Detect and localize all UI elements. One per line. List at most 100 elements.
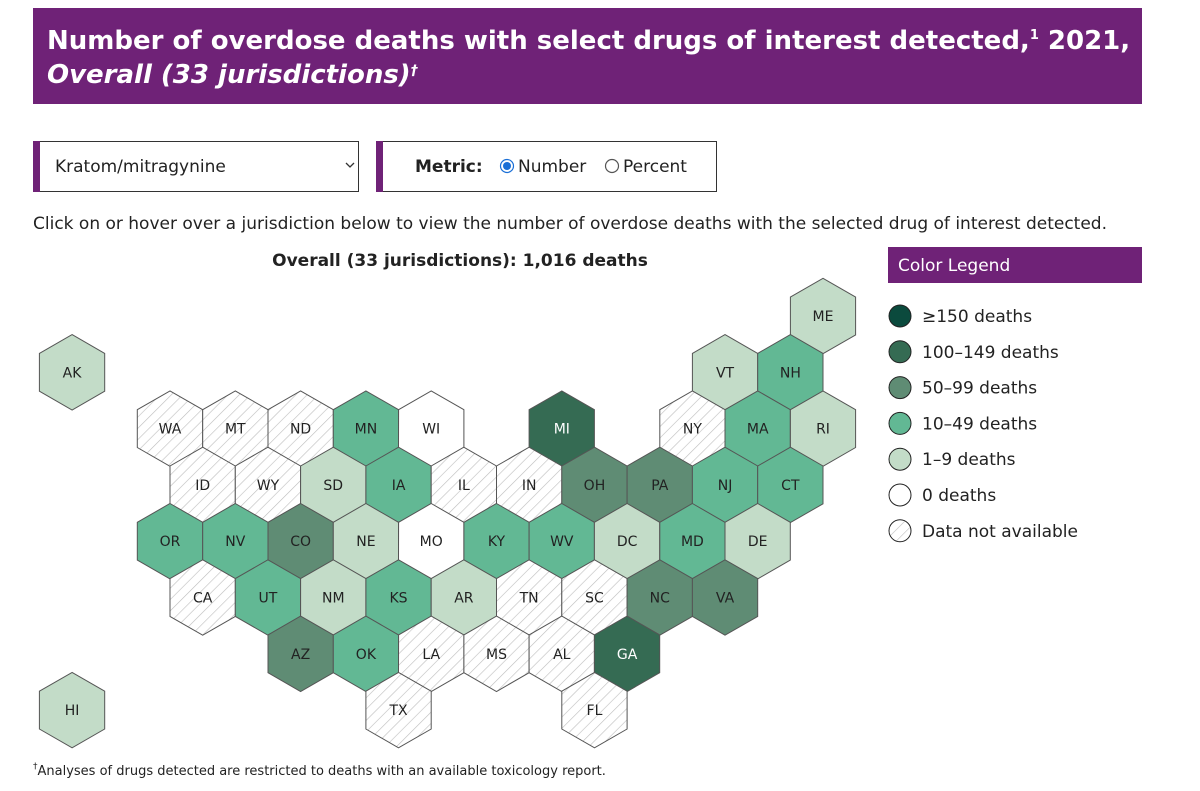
- state-tile[interactable]: KS: [365, 559, 432, 636]
- radio[interactable]: [604, 158, 620, 174]
- state-tile[interactable]: NH: [757, 334, 824, 411]
- state-label[interactable]: NY: [683, 422, 702, 438]
- state-label[interactable]: NE: [356, 534, 375, 550]
- title: Number of overdose deaths with select dr…: [47, 26, 1130, 56]
- state-label[interactable]: MI: [554, 422, 570, 438]
- state-tile[interactable]: WV: [528, 502, 595, 580]
- state-label[interactable]: IN: [522, 478, 537, 494]
- state-label[interactable]: UT: [259, 591, 278, 607]
- state-label[interactable]: IA: [392, 478, 406, 494]
- hex[interactable]: [691, 559, 759, 636]
- state-tile[interactable]: MS: [463, 615, 530, 693]
- radio-label[interactable]: Percent: [623, 157, 687, 177]
- state-tile[interactable]: NY: [659, 390, 726, 467]
- state-tile[interactable]: SC: [561, 559, 628, 636]
- legend-label: 0 deaths: [922, 486, 996, 506]
- state-label[interactable]: WV: [550, 534, 574, 550]
- state-label[interactable]: IL: [458, 478, 470, 494]
- state-tile[interactable]: AK: [38, 334, 106, 411]
- state-label[interactable]: LA: [422, 647, 440, 663]
- state-label[interactable]: WY: [257, 478, 280, 494]
- hex[interactable]: [38, 671, 106, 749]
- state-tile[interactable]: MD: [659, 502, 726, 580]
- state-label[interactable]: DC: [617, 534, 638, 550]
- state-label[interactable]: NC: [650, 591, 670, 607]
- state-label[interactable]: KS: [390, 591, 408, 607]
- state-label[interactable]: FL: [587, 703, 603, 719]
- state-tile[interactable]: NJ: [691, 446, 759, 524]
- state-label[interactable]: AR: [454, 591, 474, 607]
- state-label[interactable]: OK: [356, 647, 377, 663]
- radio-label[interactable]: Number: [518, 157, 586, 177]
- title-line2-text: Overall (33 jurisdictions): [47, 60, 411, 90]
- state-tile[interactable]: WI: [397, 390, 465, 467]
- state-tile[interactable]: CA: [169, 559, 236, 636]
- state-label[interactable]: HI: [65, 703, 80, 719]
- state-label[interactable]: MN: [355, 422, 378, 438]
- hex[interactable]: [38, 334, 106, 411]
- legend-label: Data not available: [922, 522, 1078, 542]
- state-tile[interactable]: MN: [332, 390, 399, 467]
- state-label[interactable]: KY: [488, 534, 506, 550]
- state-tile[interactable]: ND: [267, 390, 334, 467]
- drug-select[interactable]: Kratom/mitragynine: [33, 141, 359, 192]
- state-label[interactable]: ID: [195, 478, 210, 494]
- state-label[interactable]: AL: [553, 647, 571, 663]
- state-label[interactable]: MT: [225, 422, 246, 438]
- state-tile[interactable]: CT: [757, 446, 824, 524]
- state-label[interactable]: CO: [290, 534, 311, 550]
- state-label[interactable]: MD: [681, 534, 704, 550]
- state-label[interactable]: NH: [780, 365, 801, 381]
- state-label[interactable]: PA: [651, 478, 669, 494]
- state-label[interactable]: NV: [225, 534, 245, 550]
- state-tile[interactable]: MI: [528, 390, 595, 467]
- state-label[interactable]: WI: [422, 422, 440, 438]
- select-value[interactable]: Kratom/mitragynine: [55, 157, 226, 177]
- state-label[interactable]: AZ: [291, 647, 310, 663]
- state-label[interactable]: MA: [747, 422, 769, 438]
- state-tile[interactable]: FL: [561, 671, 628, 749]
- state-label[interactable]: GA: [617, 647, 638, 663]
- hex[interactable]: [561, 671, 628, 749]
- state-label[interactable]: TN: [519, 591, 539, 607]
- state-tile[interactable]: NM: [300, 559, 367, 636]
- state-label[interactable]: NM: [322, 591, 345, 607]
- state-label[interactable]: OR: [160, 534, 181, 550]
- state-label[interactable]: MO: [420, 534, 443, 550]
- state-label[interactable]: NJ: [718, 478, 733, 494]
- state-tile[interactable]: ME: [789, 277, 857, 355]
- select-box[interactable]: [33, 141, 359, 192]
- title-sup: 1: [1030, 28, 1039, 43]
- state-label[interactable]: ND: [290, 422, 311, 438]
- state-label[interactable]: AK: [63, 365, 83, 381]
- state-tile[interactable]: NE: [332, 502, 399, 580]
- select-accent: [33, 141, 40, 192]
- state-label[interactable]: OH: [584, 478, 606, 494]
- hex[interactable]: [365, 671, 432, 749]
- state-tile[interactable]: VA: [691, 559, 759, 636]
- state-label[interactable]: VA: [716, 591, 735, 607]
- title-line2: Overall (33 jurisdictions)†: [47, 60, 419, 90]
- state-label[interactable]: RI: [816, 422, 830, 438]
- state-label[interactable]: SD: [323, 478, 343, 494]
- state-tile[interactable]: HI: [38, 671, 106, 749]
- state-tile[interactable]: IA: [365, 446, 432, 524]
- state-label[interactable]: MS: [486, 647, 507, 663]
- state-label[interactable]: SC: [585, 591, 604, 607]
- state-label[interactable]: CT: [781, 478, 800, 494]
- state-label[interactable]: DE: [748, 534, 768, 550]
- state-tile[interactable]: SD: [300, 446, 367, 524]
- state-tile[interactable]: DE: [724, 502, 791, 580]
- state-tile[interactable]: TX: [365, 671, 432, 749]
- state-tile[interactable]: CO: [267, 502, 334, 580]
- state-label[interactable]: ME: [813, 309, 834, 325]
- state-tile[interactable]: IN: [496, 446, 563, 524]
- state-label[interactable]: TX: [388, 703, 408, 719]
- state-label[interactable]: VT: [716, 365, 735, 381]
- state-tile[interactable]: NC: [626, 559, 693, 636]
- state-tile[interactable]: AZ: [267, 615, 334, 693]
- state-label[interactable]: CA: [193, 591, 213, 607]
- state-label[interactable]: WA: [159, 422, 182, 438]
- legend-label: 50–99 deaths: [922, 379, 1037, 399]
- select-arrow: [345, 162, 355, 168]
